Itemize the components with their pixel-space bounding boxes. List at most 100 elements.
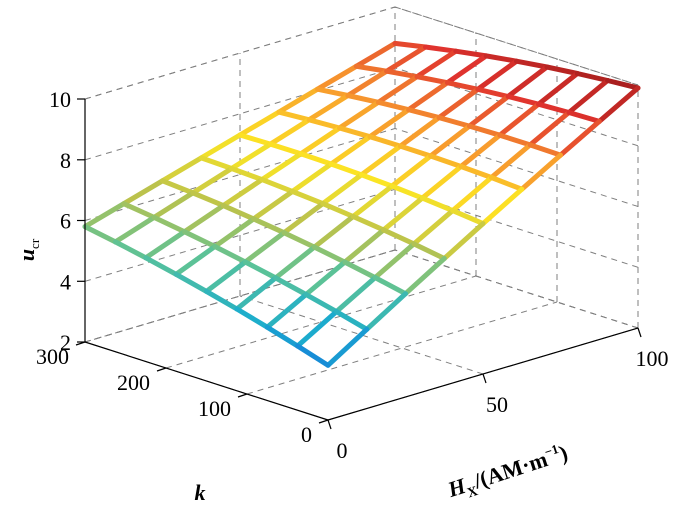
mesh-segment [160, 155, 204, 184]
mesh-segment [143, 255, 179, 277]
mesh-segment [337, 125, 373, 140]
mesh-segment [320, 172, 364, 207]
mesh-segment [527, 110, 572, 148]
side-wall-grid-z [394, 249, 639, 329]
mesh-segment [198, 155, 235, 171]
mesh-segment [419, 195, 456, 214]
mesh-segment [419, 164, 464, 201]
mesh-segment [450, 175, 494, 214]
mesh-segment [444, 53, 489, 86]
y-tick [237, 393, 248, 398]
x-tick [482, 373, 487, 384]
y-tick [318, 419, 329, 424]
mesh-segment [450, 208, 486, 227]
mesh-segment [234, 275, 279, 312]
mesh-segment [237, 132, 273, 147]
mesh-segment [273, 244, 317, 281]
mesh-segment [350, 183, 395, 219]
mesh-segment [403, 256, 447, 297]
mesh-segment [414, 48, 459, 80]
mesh-segment [112, 214, 157, 245]
mesh-segment [444, 80, 481, 92]
mesh-segment [311, 214, 356, 250]
mesh-segment [298, 125, 342, 157]
mesh-segment [303, 292, 339, 315]
mesh-segment [381, 195, 425, 233]
mesh-segment [281, 201, 326, 236]
mesh-segment [267, 117, 312, 147]
mesh-segment [458, 132, 503, 169]
mesh-segment [190, 166, 235, 196]
mesh-segment [306, 93, 351, 123]
mesh-segment [276, 109, 312, 123]
x-tick-label: 100 [636, 346, 669, 371]
mesh-segment [406, 107, 442, 121]
y-tick [156, 367, 167, 372]
mesh-segment [497, 101, 541, 138]
mesh-segment [428, 153, 464, 169]
mesh-segment [173, 244, 218, 277]
mesh-segment [229, 141, 273, 171]
z-tick-label: 4 [60, 269, 71, 294]
mesh-segment [251, 216, 287, 236]
mesh-segment [367, 107, 412, 140]
top-edge-back-x [394, 6, 639, 86]
side-wall-grid-z [394, 128, 639, 207]
mesh-segment [315, 63, 359, 92]
z-axis-label-main: u [14, 249, 39, 261]
mesh-segment [342, 259, 378, 281]
mesh-segment [160, 178, 196, 196]
mesh-segment [389, 183, 425, 201]
mesh-segment [220, 177, 265, 209]
mesh-segment [237, 109, 282, 138]
mesh-segment [453, 48, 489, 59]
mesh-segment [303, 259, 348, 297]
x-axis-label-sup: −1 [542, 441, 560, 460]
mesh-segment [519, 152, 563, 192]
mesh-segment [441, 221, 486, 261]
mesh-segment [527, 142, 563, 158]
mesh-segment [151, 214, 187, 235]
y-tick-label: 300 [36, 344, 69, 369]
mesh-segment [82, 224, 118, 245]
mesh-segment [536, 71, 580, 107]
mesh-segment [337, 99, 381, 131]
mesh-segment [536, 101, 572, 115]
z-tick-label: 8 [60, 148, 71, 173]
mesh-segment [406, 80, 450, 113]
z-tick-label: 10 [49, 87, 71, 112]
mesh-segment [359, 143, 403, 178]
mesh-segment [190, 190, 226, 209]
y-tick-label: 200 [117, 370, 150, 395]
mesh-segment [295, 309, 339, 349]
mesh-segment [475, 58, 519, 92]
mesh-segment [505, 94, 541, 107]
mesh-segment [350, 214, 386, 233]
x-axis-label-unit: /(AM·m [470, 446, 551, 493]
mesh-segment [333, 309, 370, 332]
mesh-segment [342, 227, 386, 265]
mesh-segment [229, 166, 265, 183]
mesh-segment [372, 241, 417, 281]
mesh-segment [397, 115, 442, 149]
mesh-segment [436, 86, 481, 121]
mesh-segment [242, 259, 279, 281]
x-tick-label: 50 [486, 392, 508, 417]
mesh-segment [204, 259, 248, 294]
mesh-segment [505, 64, 550, 99]
mesh-segment [381, 227, 417, 247]
mesh-segment [298, 151, 334, 167]
mesh-segment [328, 161, 364, 178]
x-tick-label: 0 [337, 438, 348, 463]
mesh-segment [436, 115, 472, 129]
y-axis-line [84, 341, 329, 421]
mesh-segment [411, 241, 447, 261]
mesh-segment [596, 85, 641, 124]
mesh-segment [320, 201, 356, 219]
mesh-segment [315, 86, 351, 98]
mesh-segment [112, 239, 149, 261]
mesh-segment [605, 78, 641, 91]
mesh-segment [558, 118, 602, 158]
mesh-segment [384, 68, 420, 80]
